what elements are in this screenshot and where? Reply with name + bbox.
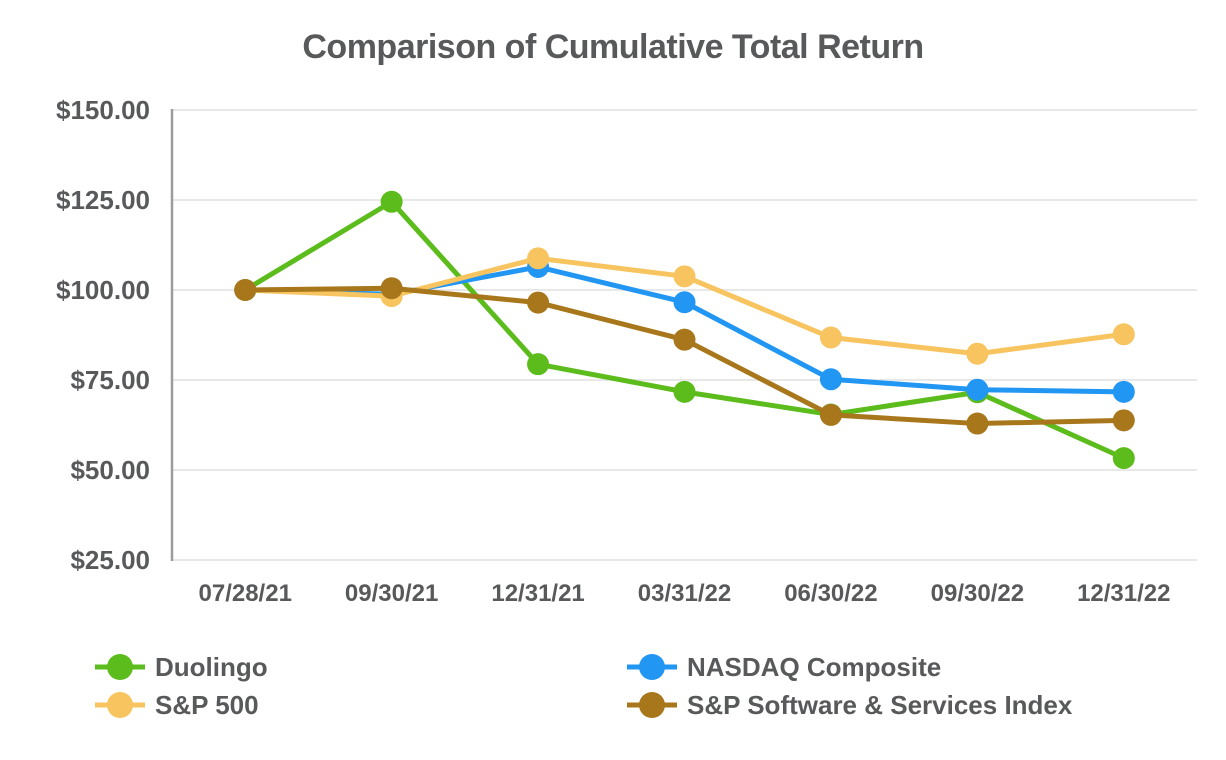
x-tick-label: 12/31/22: [1077, 580, 1170, 607]
y-tick-label: $25.00: [70, 545, 150, 575]
legend-marker-duolingo: [95, 654, 145, 680]
data-point-s-p-software-services-index-2: [527, 291, 550, 314]
legend-label-duolingo: Duolingo: [155, 651, 268, 682]
legend-item-s-p-500: S&P 500: [94, 690, 626, 720]
data-point-nasdaq-composite-3: [673, 291, 696, 314]
chart-title: Comparison of Cumulative Total Return: [302, 28, 924, 66]
legend-label-s-p-500: S&P 500: [155, 689, 259, 720]
data-point-s-p-500-3: [673, 265, 696, 288]
data-point-nasdaq-composite-6: [1112, 380, 1135, 403]
legend-marker-dot: [639, 654, 665, 680]
legend-item-duolingo: Duolingo: [94, 652, 626, 682]
x-tick-label: 06/30/22: [784, 580, 877, 607]
data-point-s-p-software-services-index-0: [234, 279, 257, 301]
data-point-s-p-software-services-index-6: [1112, 409, 1135, 432]
data-point-duolingo-2: [527, 353, 550, 376]
chart-legend: Duolingo NASDAQ Composite S&P 500 S&P Softw…: [94, 652, 1072, 720]
legend-label-s-p-software-services-index: S&P Software & Services Index: [687, 689, 1073, 720]
line-chart-plot: $25.00 $50.00 $75.00 $100.00 $125.00 $150.00 0…: [56, 95, 1197, 607]
data-point-s-p-500-5: [966, 342, 989, 365]
y-tick-label: $50.00: [70, 455, 150, 485]
x-tick-label: 12/31/21: [491, 580, 584, 607]
data-point-duolingo-1: [380, 190, 403, 213]
legend-item-s-p-software-services-index: S&P Software & Services Index: [626, 690, 1072, 720]
data-point-duolingo-6: [1112, 447, 1135, 470]
data-point-s-p-software-services-index-3: [673, 328, 696, 351]
legend-item-nasdaq-composite: NASDAQ Composite: [626, 652, 1072, 682]
legend-marker-dot: [107, 654, 133, 680]
data-point-s-p-500-6: [1112, 323, 1135, 346]
legend-label-nasdaq-composite: NASDAQ Composite: [687, 651, 942, 682]
data-point-s-p-software-services-index-5: [966, 412, 989, 435]
x-tick-label: 07/28/21: [199, 580, 292, 607]
y-tick-label: $125.00: [56, 185, 150, 215]
x-tick-label: 09/30/21: [345, 580, 438, 607]
y-tick-label: $75.00: [70, 365, 150, 395]
legend-marker-s-p-software-services-index: [627, 692, 677, 718]
x-tick-label: 03/31/22: [638, 580, 731, 607]
legend-marker-dot: [107, 692, 133, 718]
data-point-duolingo-3: [673, 380, 696, 403]
data-point-nasdaq-composite-5: [966, 378, 989, 401]
data-point-s-p-software-services-index-1: [380, 277, 403, 300]
x-tick-label: 09/30/22: [931, 580, 1024, 607]
data-point-s-p-500-2: [527, 247, 550, 270]
y-tick-label: $100.00: [56, 275, 150, 305]
data-point-s-p-software-services-index-4: [819, 403, 842, 426]
data-point-s-p-500-4: [819, 326, 842, 349]
legend-marker-dot: [639, 692, 665, 718]
legend-marker-s-p-500: [95, 692, 145, 718]
data-point-nasdaq-composite-4: [819, 368, 842, 391]
y-tick-label: $150.00: [56, 95, 150, 125]
legend-marker-nasdaq-composite: [627, 654, 677, 680]
